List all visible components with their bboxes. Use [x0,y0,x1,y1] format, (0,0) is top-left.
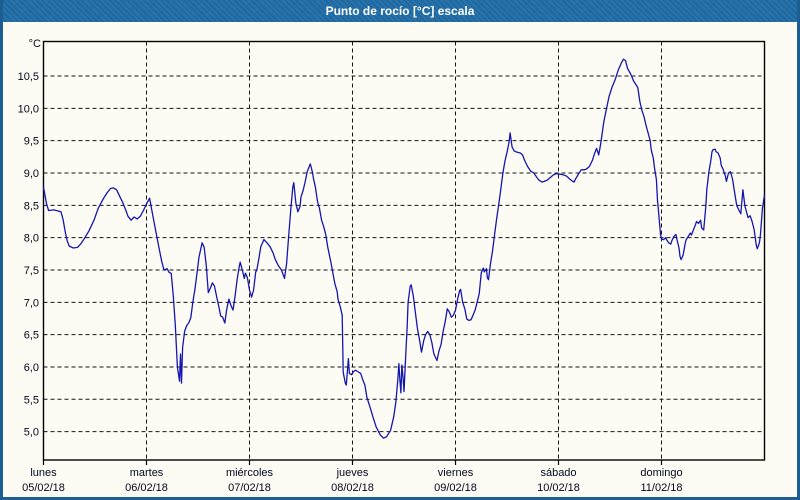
y-axis-tick-label: 9,0 [24,168,39,180]
plot-border [42,40,766,461]
y-axis-unit-label: °C [29,38,41,50]
x-axis-date-label: 06/02/18 [125,482,168,494]
grid-layer [43,41,765,460]
y-axis-tick-label: 10,5 [18,71,39,83]
dew-point-chart: 10,5 10,0 9,5 9,0 8,5 8,0 7,5 7,0 6,5 6,0 5,5 5,0 lu… [18,38,766,494]
y-axis-tick-label: 9,5 [24,136,39,148]
dew-point-line [42,58,766,439]
y-axis-tick-label: 8,5 [24,200,39,212]
y-axis-tick-label: 7,5 [24,265,39,277]
window-title: Punto de rocío [°C] escala [325,4,475,18]
x-axis-day-label: martes [130,467,164,479]
x-axis-date-label: 08/02/18 [331,482,374,494]
y-axis-tick-label: 6,0 [24,362,39,374]
x-axis-day-label: jueves [336,467,369,479]
y-axis-tick-label: 10,0 [18,103,39,115]
y-axis-tick-label: 6,5 [24,330,39,342]
window-title-bar[interactable]: Punto de rocío [°C] escala [3,0,797,22]
x-axis-day-label: miércoles [226,467,274,479]
y-axis-tick-label: 5,5 [24,394,39,406]
x-axis-day-label: lunes [30,467,57,479]
y-axis-tick-label: 7,0 [24,297,39,309]
axis-layer [42,40,766,465]
x-axis-date-label: 10/02/18 [537,482,580,494]
x-axis-day-label: viernes [438,467,474,479]
axis-labels-layer: 10,5 10,0 9,5 9,0 8,5 8,0 7,5 7,0 6,5 6,0 5,5 5,0 lu… [18,38,683,494]
x-axis-date-label: 05/02/18 [22,482,65,494]
x-axis-date-label: 07/02/18 [228,482,271,494]
y-axis-tick-label: 5,0 [24,427,39,439]
x-axis-date-label: 11/02/18 [640,482,682,494]
x-axis-day-label: domingo [640,467,682,479]
x-axis-day-label: sábado [540,467,576,479]
x-axis-date-label: 09/02/18 [434,482,477,494]
y-axis-tick-label: 8,0 [24,233,39,245]
